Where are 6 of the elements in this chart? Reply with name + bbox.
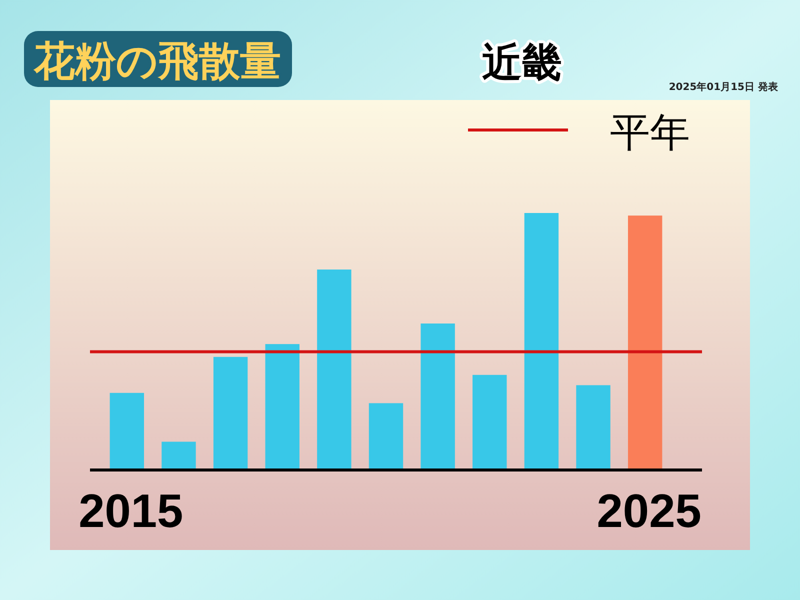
legend-label: 平年: [610, 110, 690, 156]
annotation: 2025年01月15日 発表: [668, 82, 778, 93]
subtitle: 近畿: [482, 40, 562, 86]
title: 花粉の飛散量: [34, 37, 281, 85]
x-tick-label: 2015: [78, 484, 184, 537]
x-tick-label: 2025: [596, 484, 702, 537]
